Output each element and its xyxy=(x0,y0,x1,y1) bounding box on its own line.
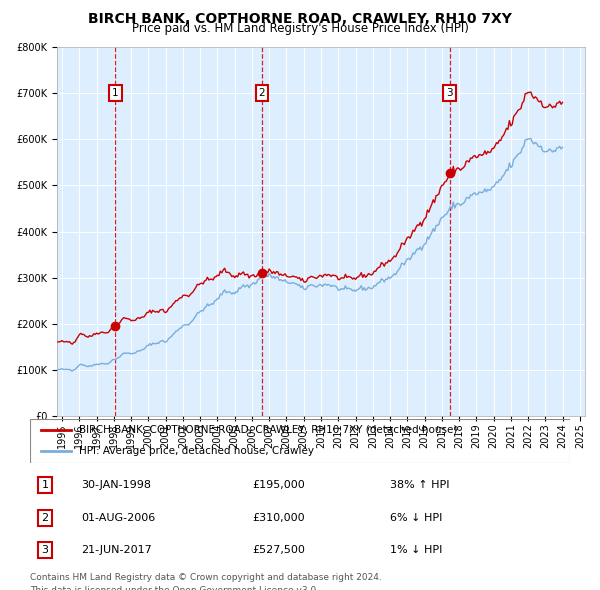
Text: 1% ↓ HPI: 1% ↓ HPI xyxy=(390,545,442,555)
Text: 1: 1 xyxy=(41,480,49,490)
Text: BIRCH BANK, COPTHORNE ROAD, CRAWLEY, RH10 7XY (detached house): BIRCH BANK, COPTHORNE ROAD, CRAWLEY, RH1… xyxy=(79,425,457,435)
Text: HPI: Average price, detached house, Crawley: HPI: Average price, detached house, Craw… xyxy=(79,446,314,455)
Text: Price paid vs. HM Land Registry's House Price Index (HPI): Price paid vs. HM Land Registry's House … xyxy=(131,22,469,35)
Text: Contains HM Land Registry data © Crown copyright and database right 2024.: Contains HM Land Registry data © Crown c… xyxy=(30,573,382,582)
Text: £310,000: £310,000 xyxy=(252,513,305,523)
Text: 1: 1 xyxy=(112,88,119,99)
Text: 01-AUG-2006: 01-AUG-2006 xyxy=(81,513,155,523)
Text: This data is licensed under the Open Government Licence v3.0.: This data is licensed under the Open Gov… xyxy=(30,586,319,590)
Text: 30-JAN-1998: 30-JAN-1998 xyxy=(81,480,151,490)
Text: £195,000: £195,000 xyxy=(252,480,305,490)
Text: 38% ↑ HPI: 38% ↑ HPI xyxy=(390,480,449,490)
Text: 3: 3 xyxy=(41,545,49,555)
Text: £527,500: £527,500 xyxy=(252,545,305,555)
Text: 3: 3 xyxy=(446,88,453,99)
Text: 2: 2 xyxy=(259,88,265,99)
Text: 2: 2 xyxy=(41,513,49,523)
Text: 21-JUN-2017: 21-JUN-2017 xyxy=(81,545,152,555)
Text: BIRCH BANK, COPTHORNE ROAD, CRAWLEY, RH10 7XY: BIRCH BANK, COPTHORNE ROAD, CRAWLEY, RH1… xyxy=(88,12,512,26)
Text: 6% ↓ HPI: 6% ↓ HPI xyxy=(390,513,442,523)
